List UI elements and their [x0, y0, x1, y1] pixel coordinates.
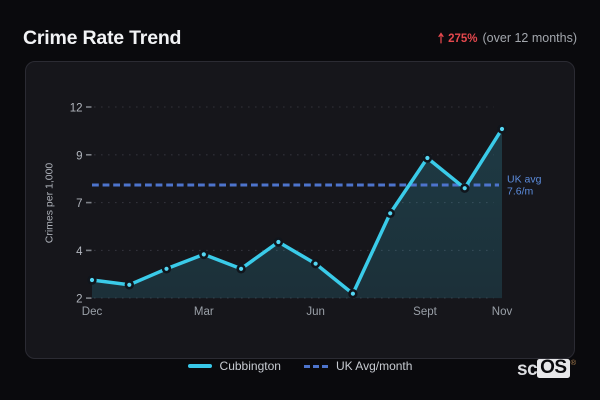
- svg-text:2: 2: [76, 294, 82, 306]
- svg-text:Sept: Sept: [413, 306, 437, 318]
- svg-text:UK avg: UK avg: [507, 174, 542, 186]
- svg-text:Jun: Jun: [306, 306, 325, 318]
- svg-text:7: 7: [76, 198, 82, 210]
- svg-text:9: 9: [76, 150, 82, 162]
- svg-text:12: 12: [70, 103, 83, 115]
- svg-text:7.6/m: 7.6/m: [507, 186, 534, 198]
- svg-text:Mar: Mar: [194, 306, 214, 318]
- svg-text:Nov: Nov: [492, 306, 513, 318]
- svg-text:Dec: Dec: [82, 306, 103, 318]
- svg-text:Crimes per 1,000: Crimes per 1,000: [44, 163, 56, 244]
- svg-text:4: 4: [76, 246, 83, 258]
